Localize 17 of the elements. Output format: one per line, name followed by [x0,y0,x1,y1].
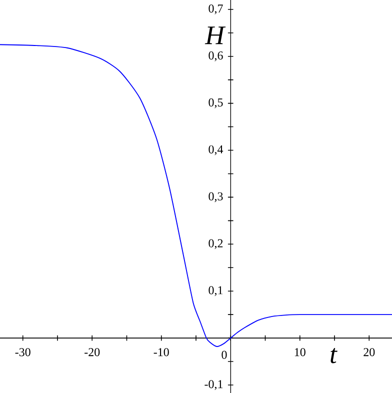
x-tick-label: -10 [154,348,169,356]
y-tick-label: 0,6 [208,51,223,62]
x-tick-label: 20 [364,348,375,356]
x-tick-label: -20 [84,348,100,356]
y-tick-label: 0,7 [208,4,223,14]
y-tick-label: 0,4 [208,145,224,156]
line-series [0,44,392,347]
y-tick-label: 0,5 [208,98,223,108]
y-tick-label: 0,3 [208,192,223,202]
x-axis-title: t [330,348,338,364]
y-tick-label: 0,2 [208,239,223,250]
y-tick-label: -0,1 [204,380,223,390]
y-tick-label: 0,1 [208,286,223,296]
y-axis-title: H [204,26,226,44]
x-tick-label: -30 [15,348,30,356]
x-tick-label: 10 [294,348,306,356]
x-tick-label: 0 [222,350,227,359]
